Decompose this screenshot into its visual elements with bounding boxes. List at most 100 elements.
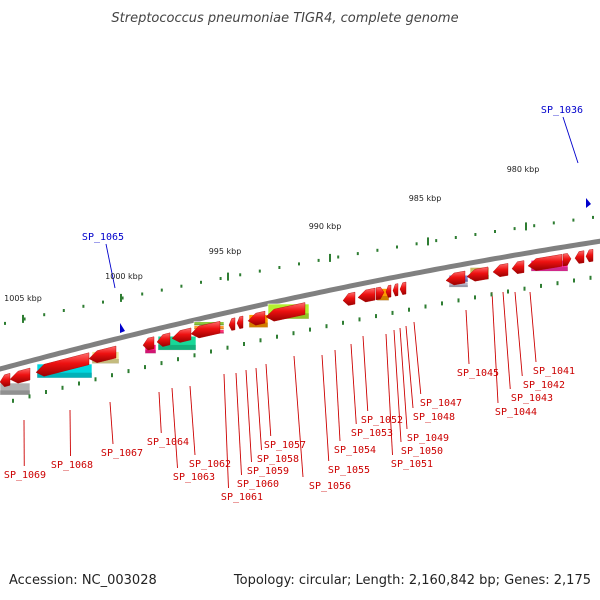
gene-arrow: [88, 345, 117, 363]
gene-label: SP_1051: [391, 459, 433, 470]
gene-label: SP_1060: [237, 479, 279, 490]
gene-label: SP_1043: [511, 393, 553, 404]
gene-tick: [292, 331, 295, 336]
ruler-minor-tick: [200, 280, 202, 284]
ruler-minor-tick: [82, 304, 85, 308]
leader-line: [255, 367, 262, 451]
leader-line: [265, 363, 272, 437]
ruler-minor-tick: [513, 227, 516, 231]
gene-tick: [523, 286, 526, 291]
gene-arrow: [399, 281, 407, 295]
gene-tick: [342, 320, 344, 325]
gene-label: SP_1055: [328, 465, 370, 476]
gene-tick: [408, 307, 410, 312]
leader-line: [529, 291, 537, 363]
gene-tick: [375, 314, 377, 319]
leader-line: [223, 373, 229, 489]
gene-arrow: [247, 310, 266, 326]
ruler-minor-tick: [435, 239, 438, 243]
ruler-minor-tick: [298, 262, 300, 266]
ruler-label: 985 kbp: [409, 194, 442, 203]
leader-line: [399, 327, 408, 430]
gene-arrow: [585, 249, 594, 263]
ruler-minor-tick: [43, 313, 46, 317]
leader-line: [393, 329, 402, 443]
gene-arrow: [342, 291, 356, 306]
gene-tick: [391, 310, 394, 315]
gene-label: SP_1042: [523, 380, 565, 391]
feature-block-shade: [92, 359, 119, 364]
gene-marker: [586, 198, 591, 208]
gene-labels: SP_1036 SP_1065 SP_1041 SP_1042 SP_1043 SP_10…: [4, 105, 591, 503]
ruler-minor-tick: [494, 230, 496, 233]
leader-line: [321, 354, 330, 462]
leader-line: [413, 321, 422, 395]
ruler-minor-tick: [23, 317, 26, 321]
ruler-minor-tick: [258, 269, 261, 273]
gene-tick: [127, 369, 130, 374]
gene-tick: [441, 301, 443, 306]
leader-line: [514, 291, 523, 377]
feature-block-shade: [249, 322, 268, 328]
gene-arrow: [492, 263, 509, 278]
gene-arrows: [0, 249, 594, 388]
gene-marker: [120, 323, 125, 333]
feature-block-shade: [449, 285, 468, 288]
ruler-minor-tick: [533, 224, 536, 228]
ruler-minor-tick: [454, 236, 457, 239]
gene-tick: [540, 283, 542, 288]
gene-label: SP_1062: [189, 459, 231, 470]
gene-arrow: [375, 286, 385, 301]
ruler-dots: [4, 215, 594, 325]
gene-tick: [573, 278, 575, 283]
ruler-label: 1005 kbp: [4, 294, 42, 303]
gene-arrow: [236, 315, 244, 329]
leader-line: [502, 291, 511, 390]
gene-label: SP_1064: [147, 437, 189, 448]
leader-line: [562, 116, 579, 164]
ruler-minor-tick: [474, 233, 477, 236]
label-leaders: [23, 116, 579, 489]
gene-tick: [210, 349, 212, 354]
gene-tick: [111, 373, 113, 378]
gene-label: SP_1050: [401, 446, 443, 457]
gene-label: SP_1045: [457, 368, 499, 379]
leader-line: [465, 309, 470, 365]
gene-arrow: [156, 332, 171, 347]
gene-arrow: [357, 287, 376, 303]
ruler-minor-tick: [102, 300, 104, 304]
gene-tick: [193, 353, 196, 358]
ruler-minor-tick: [415, 242, 418, 246]
ruler-minor-tick: [592, 215, 594, 219]
gene-tick: [325, 324, 328, 329]
ruler-minor-tick: [141, 292, 144, 296]
leader-line: [171, 387, 178, 469]
ruler-major-tick: [329, 253, 331, 262]
gene-tick: [276, 334, 278, 339]
ruler-minor-tick: [180, 284, 183, 288]
genome-backbone: [0, 238, 600, 372]
ruler-minor-tick: [396, 245, 398, 249]
ruler-major-tick: [227, 272, 229, 281]
gene-label: SP_1054: [334, 445, 376, 456]
gene-arrow: [466, 266, 489, 282]
leader-line: [293, 355, 304, 478]
gene-label: SP_1053: [351, 428, 393, 439]
gene-tick: [160, 361, 163, 366]
feature-block-shade: [0, 390, 30, 395]
gene-arrow: [392, 283, 399, 297]
feature-block-shade: [37, 372, 92, 378]
gene-tick: [61, 385, 64, 390]
gene-label: SP_1049: [407, 433, 449, 444]
leader-line: [158, 391, 162, 434]
gene-label: SP_1041: [533, 366, 575, 377]
gene-label: SP_1063: [173, 472, 215, 483]
genome-stats-text: Topology: circular; Length: 2,160,842 bp…: [233, 573, 591, 588]
ruler-major-tick: [525, 222, 527, 231]
ruler-minor-tick: [278, 266, 281, 269]
ruler-minor-tick: [356, 252, 359, 256]
ruler-major-tick: [120, 293, 122, 302]
leader-line: [405, 325, 414, 409]
ruler-major-tick: [427, 237, 429, 246]
ruler-minor-tick: [572, 218, 575, 222]
